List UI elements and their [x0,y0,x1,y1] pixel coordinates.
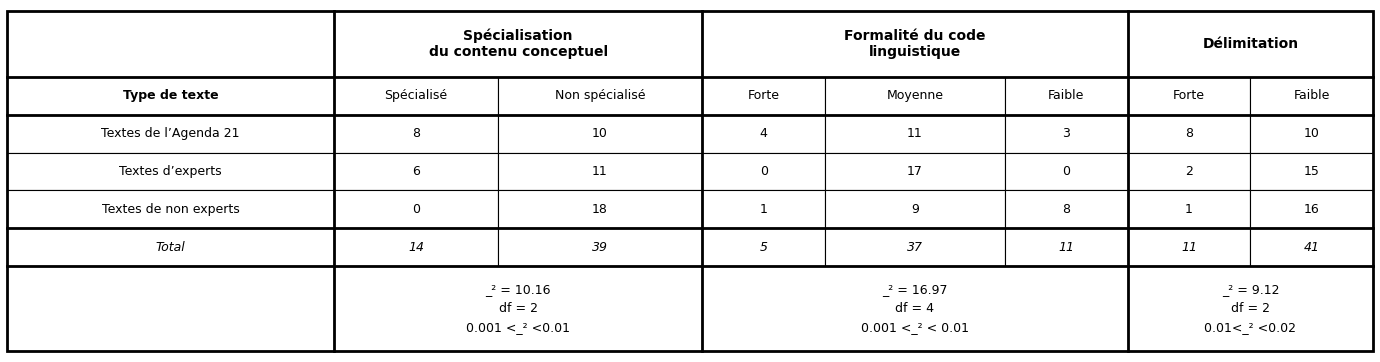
Bar [1127,266,1373,351]
Text: Spécialisé: Spécialisé [385,89,447,102]
Bar [1250,115,1373,153]
Bar [825,153,1005,190]
Bar [334,11,702,77]
Text: 2: 2 [1185,165,1192,178]
Bar [334,77,498,115]
Bar [7,115,334,153]
Bar [1127,115,1250,153]
Text: 9: 9 [911,203,919,216]
Text: Total: Total [156,241,185,254]
Bar [702,266,1127,351]
Text: 18: 18 [592,203,609,216]
Text: Délimitation: Délimitation [1202,37,1299,51]
Bar [7,153,334,190]
Bar [1005,115,1127,153]
Text: 1: 1 [1185,203,1192,216]
Text: 11: 11 [592,165,607,178]
Bar [1127,228,1250,266]
Text: Textes de l’Agenda 21: Textes de l’Agenda 21 [101,127,240,140]
Text: 14: 14 [408,241,424,254]
Text: Formalité du code
linguistique: Formalité du code linguistique [845,29,985,59]
Bar [1127,77,1250,115]
Text: Spécialisation
du contenu conceptuel: Spécialisation du contenu conceptuel [429,29,607,59]
Text: 0: 0 [1063,165,1071,178]
Text: 3: 3 [1063,127,1071,140]
Bar [702,153,825,190]
Bar [7,190,334,228]
Bar [334,266,702,351]
Bar [7,77,334,115]
Text: 11: 11 [1181,241,1196,254]
Bar [825,190,1005,228]
Bar [702,11,1127,77]
Bar [1250,190,1373,228]
Bar [334,228,498,266]
Text: 8: 8 [1063,203,1071,216]
Text: 5: 5 [759,241,767,254]
Bar [1250,77,1373,115]
Bar [825,115,1005,153]
Text: 10: 10 [1304,127,1319,140]
Text: 6: 6 [413,165,420,178]
Bar [1127,11,1373,77]
Bar [7,266,334,351]
Text: 16: 16 [1304,203,1319,216]
Text: Faible: Faible [1293,89,1330,102]
Bar [7,228,334,266]
Bar [498,77,702,115]
Text: Moyenne: Moyenne [886,89,944,102]
Text: 11: 11 [1058,241,1074,254]
Bar [825,77,1005,115]
Text: 41: 41 [1304,241,1319,254]
Text: 4: 4 [760,127,767,140]
Text: _² = 10.16
df = 2
0.001 <_² <0.01: _² = 10.16 df = 2 0.001 <_² <0.01 [466,283,570,334]
Bar [1250,228,1373,266]
Bar [334,190,498,228]
Text: Type de texte: Type de texte [123,89,218,102]
Text: Faible: Faible [1049,89,1085,102]
Bar [702,115,825,153]
Bar [498,115,702,153]
Text: 11: 11 [907,127,923,140]
Text: 17: 17 [907,165,923,178]
Text: Forte: Forte [1173,89,1205,102]
Bar [825,228,1005,266]
Text: 10: 10 [592,127,609,140]
Text: Non spécialisé: Non spécialisé [555,89,646,102]
Bar [7,11,334,77]
Text: _² = 9.12
df = 2
0.01<_² <0.02: _² = 9.12 df = 2 0.01<_² <0.02 [1205,283,1296,334]
Text: 0: 0 [759,165,767,178]
Bar [1005,228,1127,266]
Bar [1250,153,1373,190]
Text: 1: 1 [760,203,767,216]
Bar [702,77,825,115]
Text: 8: 8 [1185,127,1194,140]
Bar [702,190,825,228]
Bar [702,228,825,266]
Bar [1005,153,1127,190]
Bar [498,153,702,190]
Text: 0: 0 [413,203,420,216]
Text: Textes d’experts: Textes d’experts [119,165,222,178]
Text: 37: 37 [907,241,923,254]
Text: Forte: Forte [748,89,780,102]
Bar [1127,190,1250,228]
Text: 8: 8 [413,127,420,140]
Text: 39: 39 [592,241,609,254]
Bar [334,153,498,190]
Text: 15: 15 [1304,165,1319,178]
Bar [334,115,498,153]
Bar [1127,153,1250,190]
Bar [498,228,702,266]
Bar [1005,77,1127,115]
Text: _² = 16.97
df = 4
0.001 <_² < 0.01: _² = 16.97 df = 4 0.001 <_² < 0.01 [861,283,969,334]
Text: Textes de non experts: Textes de non experts [102,203,239,216]
Bar [498,190,702,228]
Bar [1005,190,1127,228]
